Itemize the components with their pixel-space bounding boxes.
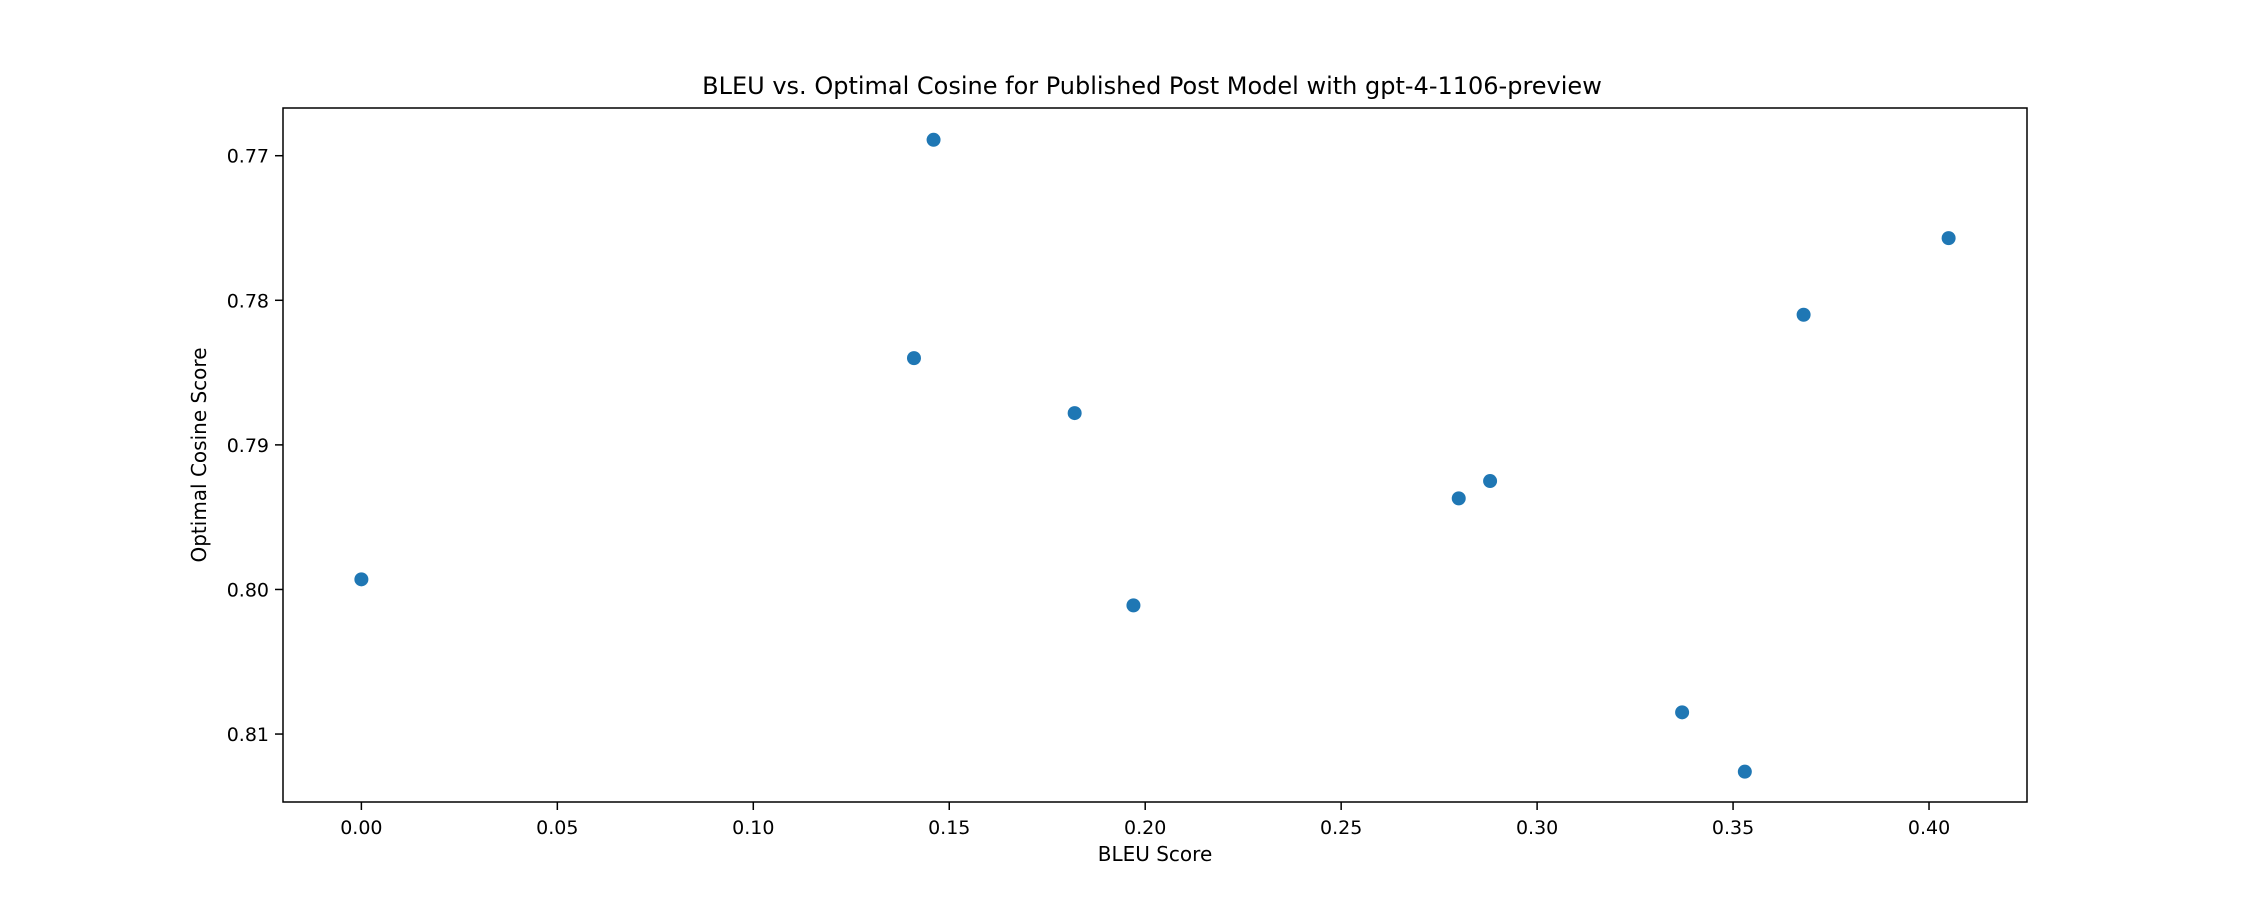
x-axis-label: BLEU Score [1098, 842, 1213, 866]
x-tick-label: 0.30 [1516, 817, 1558, 839]
data-points [354, 132, 1956, 779]
x-tick-label: 0.00 [340, 817, 382, 839]
data-point [926, 132, 941, 147]
x-tick-label: 0.15 [928, 817, 970, 839]
y-axis-label: Optimal Cosine Score [187, 347, 211, 562]
plot-area [282, 107, 2028, 803]
x-tick-label: 0.20 [1124, 817, 1166, 839]
data-point [1126, 598, 1141, 613]
data-point [1067, 406, 1082, 421]
x-tick-label: 0.05 [536, 817, 578, 839]
y-tick-label: 0.78 [227, 290, 269, 312]
x-axis: 0.00 0.05 0.10 0.15 0.20 0.25 0.30 0.35 0.40 [340, 802, 1950, 839]
x-tick-label: 0.10 [732, 817, 774, 839]
data-point [354, 572, 369, 587]
y-tick-label: 0.79 [227, 435, 269, 457]
x-tick-label: 0.35 [1712, 817, 1754, 839]
data-point [1941, 231, 1956, 246]
y-tick-label: 0.77 [227, 146, 269, 168]
y-axis: 0.77 0.78 0.79 0.80 0.81 [227, 146, 283, 746]
chart-title: BLEU vs. Optimal Cosine for Published Po… [702, 72, 1602, 100]
y-tick-label: 0.80 [227, 579, 269, 601]
data-point [1483, 474, 1498, 489]
x-tick-label: 0.25 [1320, 817, 1362, 839]
data-point [1451, 491, 1466, 506]
data-point [1737, 764, 1752, 779]
y-tick-label: 0.81 [227, 724, 269, 746]
data-point [1796, 307, 1811, 322]
data-point [906, 351, 921, 366]
data-point [1675, 705, 1690, 720]
x-tick-label: 0.40 [1908, 817, 1950, 839]
